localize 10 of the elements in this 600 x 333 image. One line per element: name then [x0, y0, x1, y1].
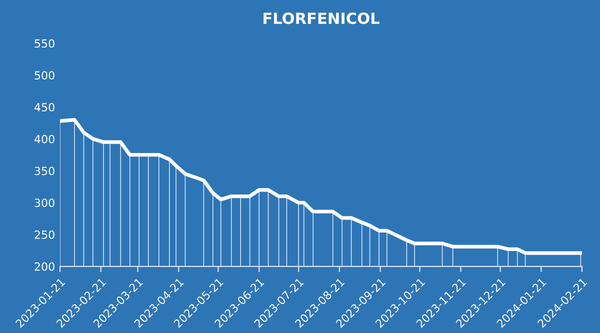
line-series	[60, 118, 582, 255]
y-tick-label: 350	[34, 166, 54, 176]
y-tick-label: 250	[34, 230, 54, 239]
y-tick-label: 500	[34, 71, 54, 80]
y-tick-label: 300	[34, 198, 54, 208]
y-tick-label: 200	[34, 262, 54, 271]
y-tick-label: 400	[34, 134, 54, 144]
y-tick-label: 450	[34, 103, 54, 112]
y-tick-label: 550	[34, 39, 54, 48]
chart-title: FLORFENICOL	[264, 12, 380, 24]
